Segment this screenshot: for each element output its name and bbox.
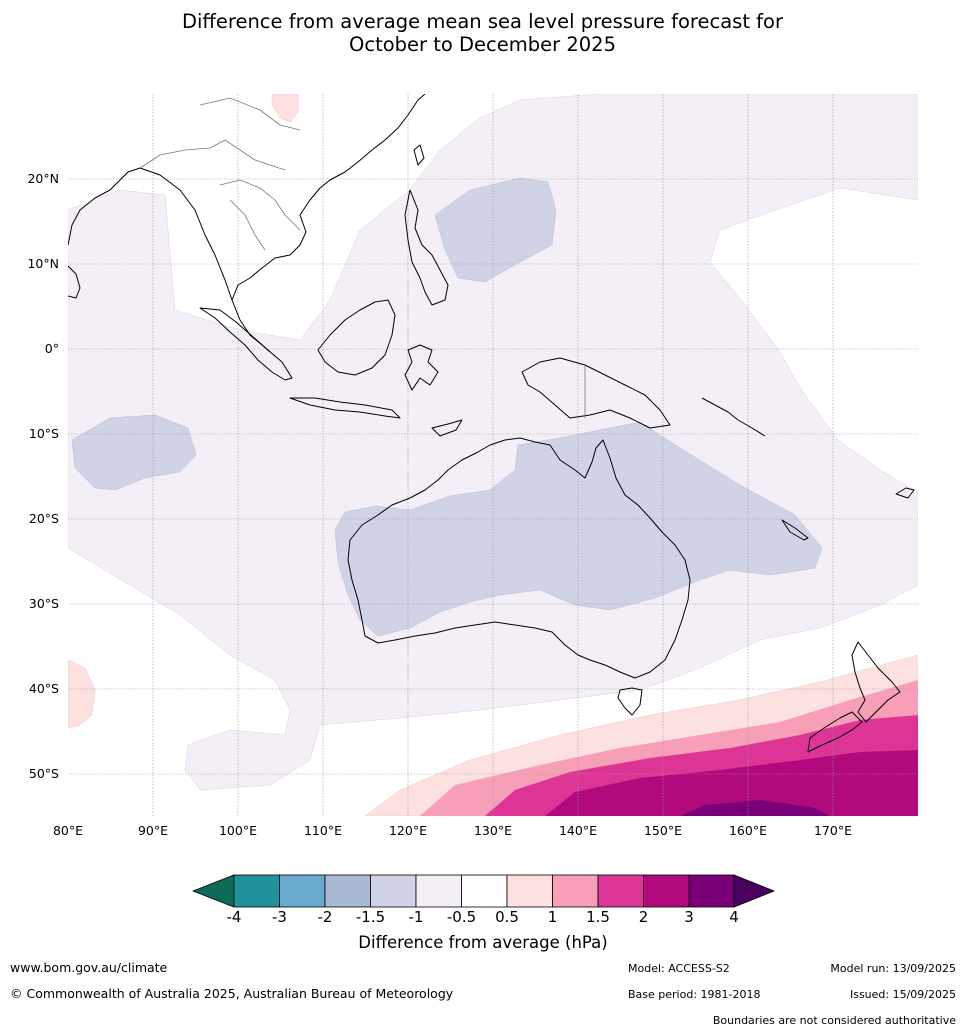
colorbar-tick-4: -1 [409,908,424,926]
colorbar-tick-3: -1.5 [356,908,385,926]
coast-new-zealand-north [851,641,901,723]
coast-new-guinea [521,357,671,429]
issued-date: Issued: 15/09/2025 [849,988,956,1001]
title-line-2: October to December 2025 [349,33,616,56]
anomaly-band-2-3 [545,750,918,816]
boundaries-disclaimer: Boundaries are not considered authoritat… [712,1014,956,1027]
coast-india-tip [68,265,81,299]
base-period: Base period: 1981-2018 [628,988,761,1001]
coast-new-zealand-south [807,711,863,753]
coast-java [289,397,401,419]
border-indochina [139,97,301,251]
gridlines [68,94,918,816]
lon-label-150e: 150°E [644,823,682,838]
lat-label-10n: 10°N [27,256,59,271]
lat-label-0: 0° [45,341,59,356]
anomaly-patch-tibet [271,94,299,123]
anomaly-region-south-china-sea [434,177,557,283]
lon-label-130e: 130°E [474,823,512,838]
lon-label-140e: 140°E [559,823,597,838]
colorbar-tick-8: 1.5 [586,908,610,926]
colorbar-tick-6: 0.5 [495,908,519,926]
colorbar-extend-high [733,874,776,908]
coast-sumatra [199,307,293,381]
copyright-notice: © Commonwealth of Australia 2025, Austra… [10,986,454,1001]
coast-borneo [317,299,396,376]
lat-label-20n: 20°N [27,171,59,186]
colorbar-segment-9 [597,874,644,908]
colorbar-segment-3 [324,874,371,908]
model-run-date: Model run: 13/09/2025 [830,962,956,975]
lon-label-170e: 170°E [814,823,852,838]
lon-label-120e: 120°E [389,823,427,838]
coast-sulawesi [404,344,439,391]
lon-label-80e: 80°E [53,823,83,838]
coast-tasmania [617,687,643,716]
coast-fiji [895,487,915,499]
lat-label-30s: 30°S [29,596,59,611]
colorbar-segment-6 [461,874,508,908]
lon-label-110e: 110°E [304,823,342,838]
title-line-1: Difference from average mean sea level p… [182,10,783,33]
colorbar-tick-10: 3 [684,908,694,926]
map-title: Difference from average mean sea level p… [0,10,965,56]
colorbar-tick-11: 4 [729,908,739,926]
lon-axis-labels: 80°E 90°E 100°E 110°E 120°E 130°E 140°E … [53,823,852,838]
anomaly-band-3-4 [680,800,830,816]
colorbar: -4 -3 -2 -1.5 -1 -0.5 0.5 1 1.5 2 3 4 Di… [191,874,776,952]
coast-australia [347,437,691,679]
lat-label-10s: 10°S [29,426,59,441]
colorbar-segment-11 [688,874,735,908]
colorbar-segment-10 [643,874,690,908]
colorbar-segment-8 [552,874,599,908]
colorbar-segment-2 [279,874,326,908]
website-link[interactable]: www.bom.gov.au/climate [10,960,168,975]
colorbar-tick-7: 1 [548,908,558,926]
coast-new-caledonia [781,519,809,541]
coast-asia-mainland [68,94,426,353]
lon-label-100e: 100°E [219,823,257,838]
anomaly-region-australia [334,421,823,637]
coastlines [68,94,915,753]
colorbar-tick-2: -2 [318,908,333,926]
model-name: Model: ACCESS-S2 [628,962,730,975]
map-panel [68,94,918,816]
colorbar-label: Difference from average (hPa) [358,933,607,952]
colorbar-segment-4 [370,874,417,908]
lon-label-160e: 160°E [729,823,767,838]
anomaly-patch-west-indian-ocean [68,659,96,729]
colorbar-tick-9: 2 [639,908,649,926]
coast-solomon-islands [701,397,766,437]
colorbar-segment-7 [506,874,553,908]
colorbar-tick-1: -3 [272,908,287,926]
colorbar-segment-1 [233,874,280,908]
lat-label-20s: 20°S [29,511,59,526]
lat-label-50s: 50°S [29,766,59,781]
lat-axis-labels: 20°N 10°N 0° 10°S 20°S 30°S 40°S 50°S [27,171,59,781]
colorbar-tick-5: -0.5 [447,908,476,926]
colorbar-extend-low [191,874,235,908]
country-borders [139,97,586,418]
coast-philippines [404,189,449,306]
lat-label-40s: 40°S [29,681,59,696]
coast-taiwan [413,144,425,166]
colorbar-segment-5 [415,874,462,908]
coast-timor [431,419,463,437]
colorbar-tick-0: -4 [227,908,242,926]
lon-label-90e: 90°E [138,823,168,838]
